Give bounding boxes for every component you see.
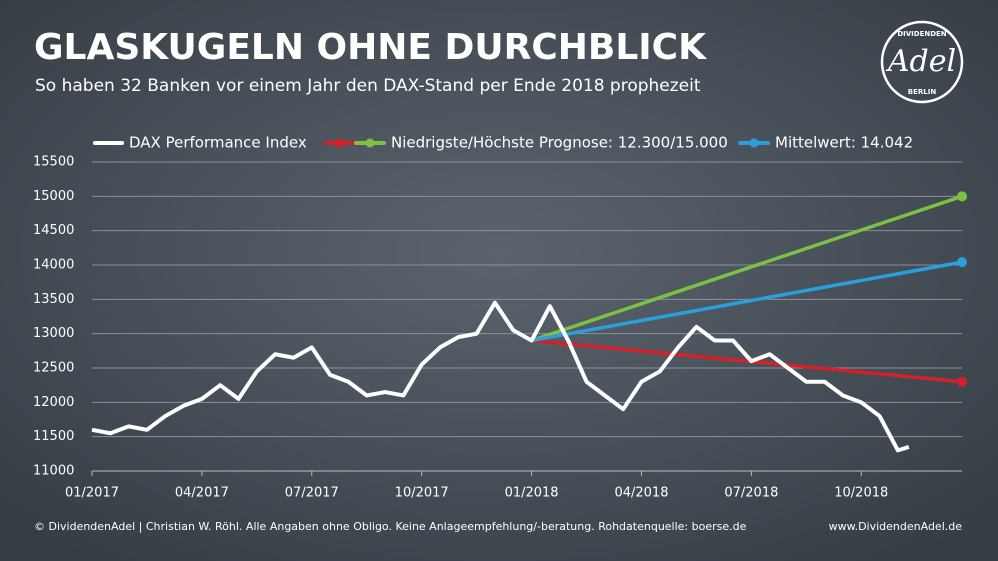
logo: DIVIDENDEN Adel BERLIN [880, 20, 964, 104]
footer-left: © DividendenAdel | Christian W. Röhl. Al… [34, 520, 747, 533]
logo-ring [880, 20, 964, 104]
y-tick-label: 14000 [33, 258, 74, 273]
y-tick-label: 13500 [33, 292, 74, 307]
end-point [957, 191, 967, 202]
x-tick-label: 10/2018 [834, 486, 888, 501]
x-tick-label: 01/2018 [505, 486, 559, 501]
series-line [531, 338, 963, 384]
end-point [957, 376, 967, 387]
chart-title: GLASKUGELN OHNE DURCHBLICK [34, 27, 707, 68]
y-tick-label: 14500 [33, 223, 74, 238]
y-tick-label: 13000 [33, 326, 74, 341]
y-tick-label: 11000 [33, 464, 74, 479]
x-tick-label: 07/2017 [285, 486, 339, 501]
y-tick-label: 12000 [33, 395, 74, 410]
x-tick-label: 04/2017 [175, 486, 229, 501]
x-tick-label: 10/2017 [395, 486, 449, 501]
chart-subtitle: So haben 32 Banken vor einem Jahr den DA… [35, 76, 701, 96]
series-line [531, 194, 963, 343]
logo-top: DIVIDENDEN [897, 30, 946, 38]
y-tick-label: 15500 [33, 155, 74, 170]
legend-label: DAX Performance Index [129, 134, 307, 152]
legend-swatch-dot [749, 138, 759, 148]
series-line [531, 260, 963, 343]
x-tick-label: 04/2018 [614, 486, 668, 501]
y-tick-label: 15000 [33, 189, 74, 204]
x-tick-label: 01/2017 [65, 486, 119, 501]
y-tick-label: 12500 [33, 361, 74, 376]
legend-swatch-dot [365, 138, 375, 148]
logo-bottom: BERLIN [908, 88, 937, 96]
end-point [957, 257, 967, 268]
legend-swatch-dot [335, 138, 345, 148]
logo-main: Adel [885, 44, 956, 79]
legend-label: Mittelwert: 14.042 [775, 134, 913, 152]
footer-right: www.DividendenAdel.de [829, 520, 963, 533]
y-tick-label: 11500 [33, 429, 74, 444]
series-line [91, 300, 910, 453]
x-tick-label: 07/2018 [724, 486, 778, 501]
legend-label: Niedrigste/Höchste Prognose: 12.300/15.0… [391, 134, 728, 152]
